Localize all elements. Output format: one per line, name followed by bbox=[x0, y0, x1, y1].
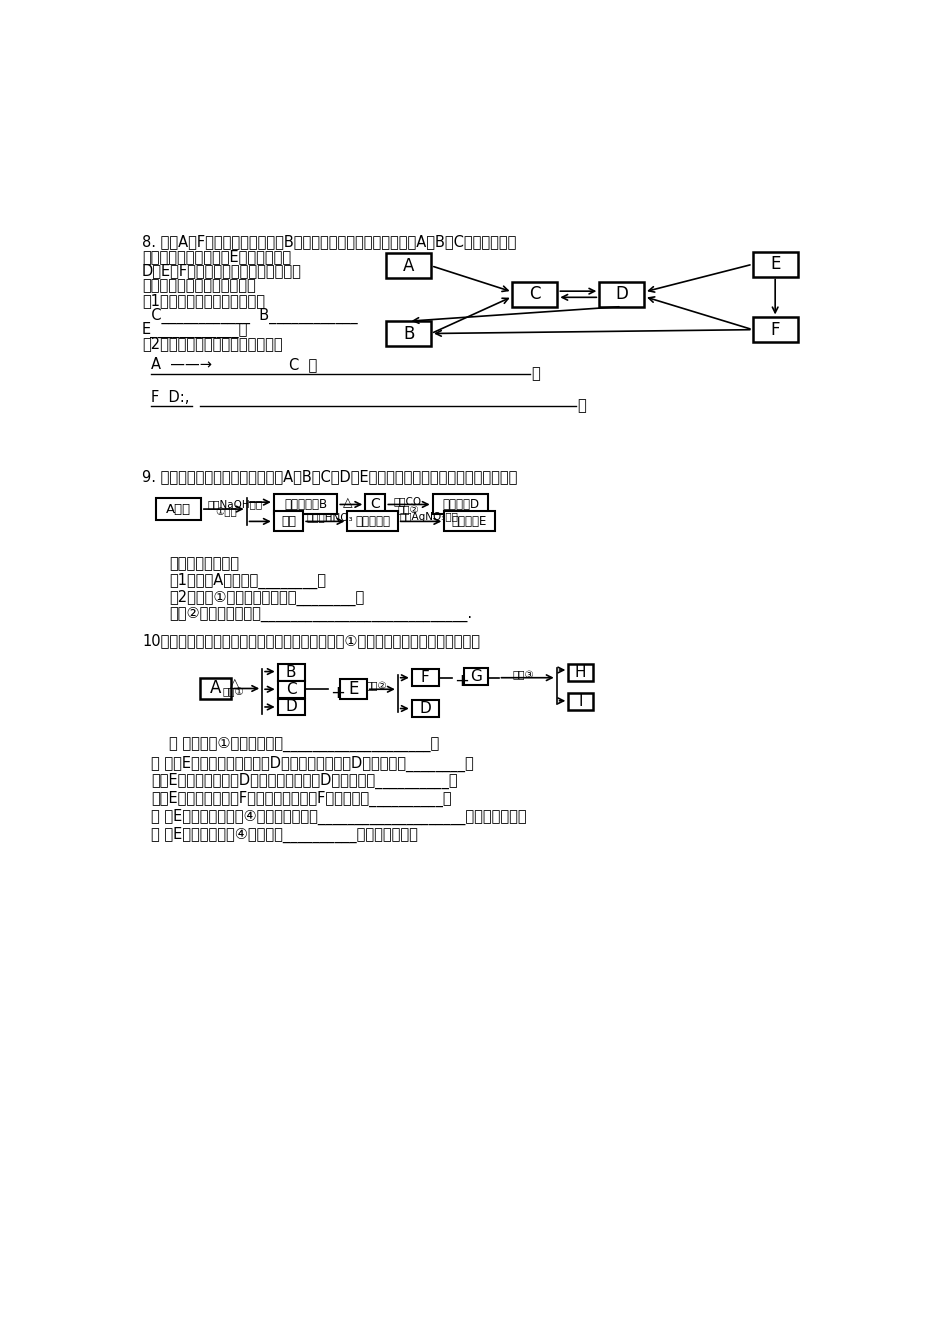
Text: 白色沉淀E: 白色沉淀E bbox=[452, 515, 487, 527]
Bar bbox=[752, 317, 798, 342]
Bar bbox=[277, 664, 305, 680]
Text: （2）反应①的化学反应类型是________；: （2）反应①的化学反应类型是________； bbox=[169, 590, 365, 607]
Bar bbox=[432, 494, 488, 514]
Text: 。: 。 bbox=[578, 399, 586, 413]
Text: A溶液: A溶液 bbox=[166, 503, 191, 515]
Bar bbox=[568, 664, 593, 680]
Text: （1）写出下列物质的化学式：: （1）写出下列物质的化学式： bbox=[142, 293, 265, 307]
Text: A  ——→: A ——→ bbox=[151, 357, 212, 372]
Text: △: △ bbox=[230, 678, 239, 691]
Text: C: C bbox=[286, 682, 296, 696]
Text: 通入CO: 通入CO bbox=[394, 497, 422, 506]
Bar bbox=[445, 511, 495, 531]
Text: ①过滤: ①过滤 bbox=[216, 507, 238, 518]
Text: 如果E为单质或者酸，F都是同种物质，则F的化学式为__________。: 如果E为单质或者酸，F都是同种物质，则F的化学式为__________。 bbox=[151, 790, 452, 807]
Bar bbox=[340, 679, 367, 699]
Bar bbox=[274, 511, 303, 531]
Bar bbox=[386, 254, 431, 278]
Text: 红褐色沉淀B: 红褐色沉淀B bbox=[284, 498, 327, 511]
Text: A: A bbox=[403, 256, 414, 275]
Bar bbox=[464, 668, 488, 684]
Text: 10．下图中物质是你在初中化学中见过的物质。除①外，其他反应的条件均已略去。: 10．下图中物质是你在初中化学中见过的物质。除①外，其他反应的条件均已略去。 bbox=[142, 633, 480, 648]
Text: 8. 现有A～F六种常见物质，其中B是食品包装中的常用的干燥剂，A、B、C三种白色固体: 8. 现有A～F六种常见物质，其中B是食品包装中的常用的干燥剂，A、B、C三种白… bbox=[142, 235, 517, 250]
Text: C: C bbox=[529, 286, 541, 303]
Text: I: I bbox=[579, 694, 583, 709]
Text: 都含有同种金属元素，E是固体单质，: 都含有同种金属元素，E是固体单质， bbox=[142, 248, 291, 264]
Text: A: A bbox=[210, 679, 221, 698]
Text: +: + bbox=[331, 684, 346, 702]
Bar bbox=[411, 701, 439, 717]
Text: 金属单质D: 金属单质D bbox=[442, 498, 479, 511]
Bar bbox=[156, 498, 200, 519]
Text: ⒑ 写出反应①的化学方程式____________________。: ⒑ 写出反应①的化学方程式____________________。 bbox=[169, 737, 439, 753]
Text: 反应②: 反应② bbox=[366, 682, 388, 691]
Text: F: F bbox=[421, 670, 429, 686]
Text: 反应②的化学方程式为____________________________.: 反应②的化学方程式为____________________________. bbox=[169, 607, 472, 623]
Text: 无明显现象: 无明显现象 bbox=[355, 515, 390, 527]
Text: （2）写出下列变化的化学方程式：: （2）写出下列变化的化学方程式： bbox=[142, 337, 283, 352]
Text: 如果E为单质或者酸，D都是同种物质，则D的化学式为__________；: 如果E为单质或者酸，D都是同种物质，则D的化学式为__________； bbox=[151, 773, 458, 789]
Bar bbox=[752, 252, 798, 276]
Text: +: + bbox=[454, 672, 469, 690]
Text: ⒓ 当E为单质时，反应④的化学方程式为____________________。（任写一个）: ⒓ 当E为单质时，反应④的化学方程式为____________________。… bbox=[151, 809, 527, 825]
Bar bbox=[200, 678, 231, 699]
Text: 9. 已知难溶于水的碱受热易分解．A、B、C、D、E五种物质之间有下图所示的转化关系：: 9. 已知难溶于水的碱受热易分解．A、B、C、D、E五种物质之间有下图所示的转化… bbox=[142, 470, 518, 484]
Text: 高温②: 高温② bbox=[398, 505, 420, 515]
Text: B: B bbox=[286, 664, 296, 680]
Text: E____________。: E____________。 bbox=[142, 322, 248, 338]
Text: 滤液: 滤液 bbox=[281, 515, 296, 527]
Text: ⒔ 当E为酸时，反应④可能属于__________（填字母序号）: ⒔ 当E为酸时，反应④可能属于__________（填字母序号） bbox=[151, 827, 418, 843]
Bar bbox=[277, 698, 305, 715]
Text: F: F bbox=[770, 321, 780, 338]
Text: D: D bbox=[616, 286, 628, 303]
Bar bbox=[277, 680, 305, 698]
Bar bbox=[348, 511, 398, 531]
Text: C____________  B____________: C____________ B____________ bbox=[142, 307, 357, 323]
Text: △: △ bbox=[343, 497, 352, 509]
Bar bbox=[568, 692, 593, 710]
Text: （1）物质A的化学式________；: （1）物质A的化学式________； bbox=[169, 573, 326, 589]
Text: 加入NaOH溶液: 加入NaOH溶液 bbox=[208, 499, 263, 509]
Text: 加入稀HNO₃: 加入稀HNO₃ bbox=[306, 513, 353, 522]
Bar bbox=[411, 670, 439, 686]
Text: ⒒ 如果E为单质或者氧化物，D都是同种物质，则D的化学式为________；: ⒒ 如果E为单质或者氧化物，D都是同种物质，则D的化学式为________； bbox=[151, 756, 474, 772]
Text: 反应①: 反应① bbox=[222, 687, 244, 696]
Bar bbox=[599, 282, 644, 306]
Text: ；: ； bbox=[531, 366, 540, 381]
Bar bbox=[512, 282, 558, 306]
Text: E: E bbox=[770, 255, 780, 274]
Text: C: C bbox=[370, 498, 380, 511]
Text: D: D bbox=[419, 701, 431, 717]
Text: D: D bbox=[285, 699, 297, 714]
Text: D、E、F都含有同种非金属元素，它们: D、E、F都含有同种非金属元素，它们 bbox=[142, 263, 302, 278]
Bar bbox=[274, 494, 337, 514]
Text: F  D:,: F D:, bbox=[151, 389, 190, 405]
Text: C  ：: C ： bbox=[289, 357, 317, 372]
Text: 反应③: 反应③ bbox=[512, 670, 534, 680]
Text: B: B bbox=[403, 325, 414, 342]
Text: H: H bbox=[575, 664, 586, 680]
Text: G: G bbox=[470, 668, 482, 683]
Text: 请填写下列空白：: 请填写下列空白： bbox=[169, 556, 239, 572]
Text: 加入AgNO₃溶液: 加入AgNO₃溶液 bbox=[399, 513, 458, 522]
Text: 的转化关系如下图。请回答：: 的转化关系如下图。请回答： bbox=[142, 278, 256, 293]
Bar bbox=[365, 494, 386, 514]
Bar bbox=[386, 321, 431, 346]
Text: E: E bbox=[348, 680, 358, 698]
